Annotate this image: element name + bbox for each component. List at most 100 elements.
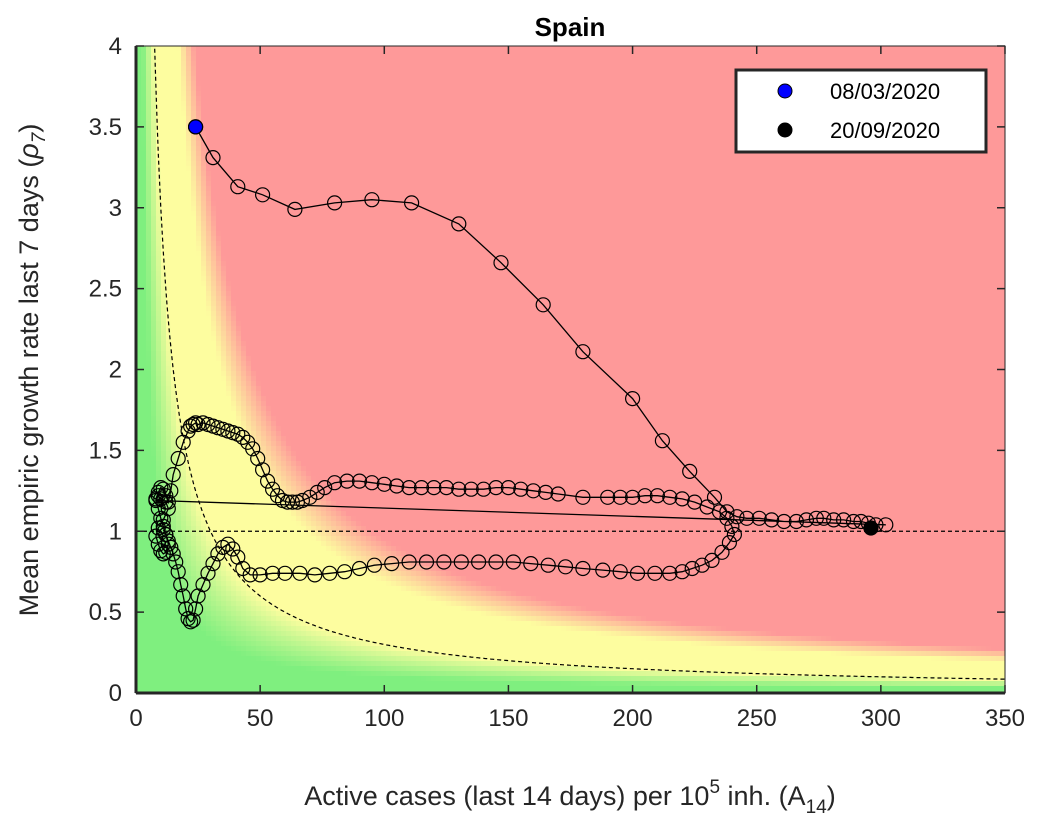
background-cell bbox=[141, 161, 147, 167]
background-cell bbox=[291, 626, 297, 632]
background-cell bbox=[256, 641, 262, 647]
background-cell bbox=[231, 256, 237, 262]
background-cell bbox=[176, 71, 182, 77]
background-cell bbox=[221, 651, 227, 657]
background-cell bbox=[146, 681, 152, 687]
background-cell bbox=[231, 601, 237, 607]
background-cell bbox=[281, 556, 287, 562]
background-cell bbox=[316, 681, 322, 687]
background-cell bbox=[311, 591, 317, 597]
background-cell bbox=[311, 671, 317, 677]
background-cell bbox=[236, 461, 242, 467]
background-cell bbox=[176, 276, 182, 282]
background-cell bbox=[206, 191, 212, 197]
background-cell bbox=[316, 161, 322, 167]
background-cell bbox=[236, 356, 242, 362]
background-cell bbox=[226, 406, 232, 412]
background-cell bbox=[316, 386, 322, 392]
background-cell bbox=[246, 326, 252, 332]
background-cell bbox=[211, 631, 217, 637]
background-cell bbox=[221, 461, 227, 467]
background-cell bbox=[316, 396, 322, 402]
background-cell bbox=[311, 171, 317, 177]
background-cell bbox=[296, 296, 302, 302]
background-cell bbox=[301, 466, 307, 472]
background-cell bbox=[146, 286, 152, 292]
background-cell bbox=[241, 586, 247, 592]
background-cell bbox=[276, 221, 282, 227]
background-cell bbox=[186, 541, 192, 547]
background-cell bbox=[191, 446, 197, 452]
background-cell bbox=[231, 261, 237, 267]
background-cell bbox=[206, 491, 212, 497]
background-cell bbox=[196, 356, 202, 362]
background-cell bbox=[251, 391, 257, 397]
background-cell bbox=[286, 556, 292, 562]
background-cell bbox=[216, 201, 222, 207]
background-cell bbox=[256, 101, 262, 107]
background-cell bbox=[176, 511, 182, 517]
background-cell bbox=[256, 56, 262, 62]
background-cell bbox=[306, 321, 312, 327]
background-cell bbox=[246, 371, 252, 377]
background-cell bbox=[256, 331, 262, 337]
background-cell bbox=[241, 496, 247, 502]
background-cell bbox=[251, 291, 257, 297]
background-cell bbox=[151, 591, 157, 597]
background-cell bbox=[191, 56, 197, 62]
background-cell bbox=[236, 216, 242, 222]
background-cell bbox=[236, 606, 242, 612]
background-cell bbox=[311, 451, 317, 457]
background-cell bbox=[256, 91, 262, 97]
background-cell bbox=[256, 321, 262, 327]
background-cell bbox=[196, 171, 202, 177]
background-cell bbox=[196, 456, 202, 462]
background-cell bbox=[146, 296, 152, 302]
background-cell bbox=[311, 416, 317, 422]
background-cell bbox=[311, 211, 317, 217]
background-cell bbox=[176, 131, 182, 137]
background-cell bbox=[321, 301, 327, 307]
background-cell bbox=[161, 426, 167, 432]
background-cell bbox=[186, 571, 192, 577]
background-cell bbox=[226, 126, 232, 132]
background-cell bbox=[231, 411, 237, 417]
background-cell bbox=[306, 456, 312, 462]
background-cell bbox=[291, 181, 297, 187]
background-cell bbox=[141, 391, 147, 397]
background-cell bbox=[266, 586, 272, 592]
background-cell bbox=[151, 251, 157, 257]
background-cell bbox=[206, 656, 212, 662]
background-cell bbox=[311, 91, 317, 97]
background-cell bbox=[171, 306, 177, 312]
background-cell bbox=[201, 456, 207, 462]
background-cell bbox=[156, 86, 162, 92]
background-cell bbox=[201, 186, 207, 192]
background-cell bbox=[166, 386, 172, 392]
background-cell bbox=[181, 101, 187, 107]
background-cell bbox=[311, 106, 317, 112]
background-cell bbox=[311, 676, 317, 682]
background-cell bbox=[296, 176, 302, 182]
background-cell bbox=[311, 256, 317, 262]
background-cell bbox=[196, 46, 202, 52]
background-cell bbox=[221, 96, 227, 102]
background-cell bbox=[311, 321, 317, 327]
background-cell bbox=[281, 661, 287, 667]
background-cell bbox=[266, 611, 272, 617]
background-cell bbox=[181, 341, 187, 347]
background-cell bbox=[171, 246, 177, 252]
background-cell bbox=[161, 596, 167, 602]
background-cell bbox=[241, 306, 247, 312]
background-cell bbox=[296, 601, 302, 607]
background-cell bbox=[146, 686, 152, 692]
background-cell bbox=[246, 396, 252, 402]
background-cell bbox=[171, 426, 177, 432]
background-cell bbox=[146, 71, 152, 77]
background-cell bbox=[296, 271, 302, 277]
background-cell bbox=[201, 376, 207, 382]
background-cell bbox=[141, 396, 147, 402]
background-cell bbox=[326, 106, 332, 112]
background-cell bbox=[186, 316, 192, 322]
background-cell bbox=[206, 261, 212, 267]
